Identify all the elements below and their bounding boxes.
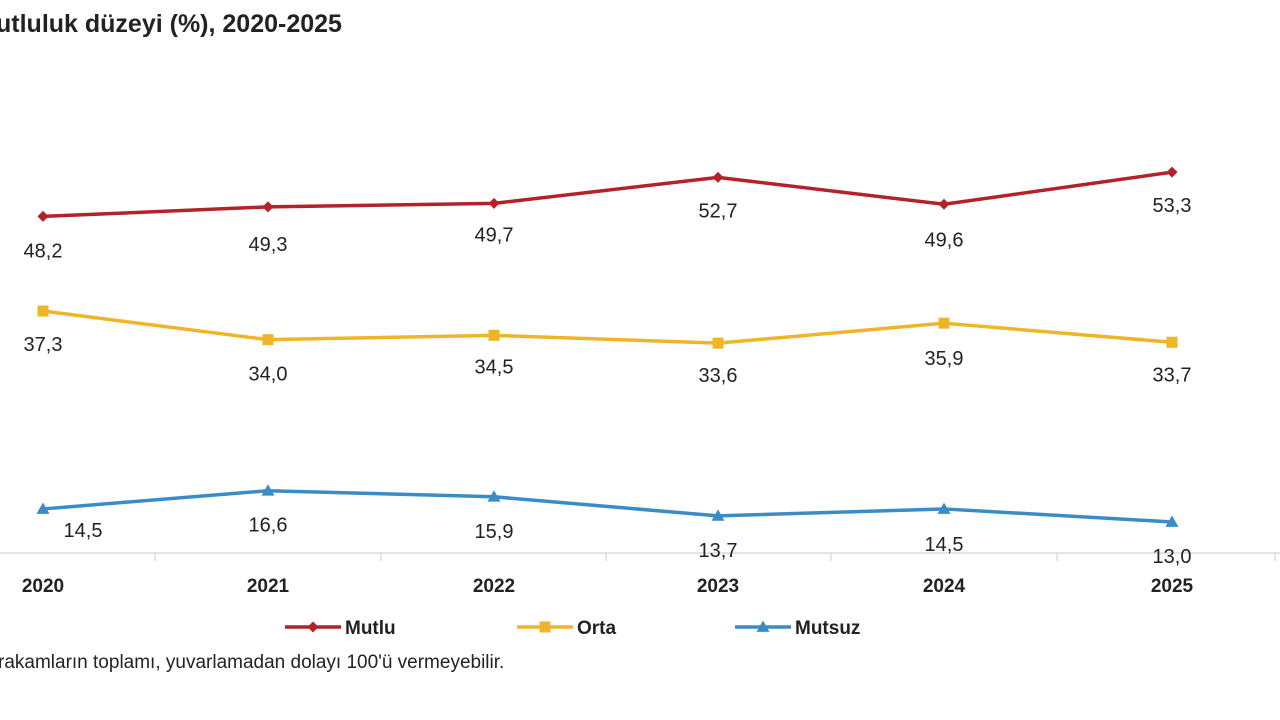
marker-point: [1166, 336, 1178, 348]
legend-label-mutsuz: Mutsuz: [795, 618, 860, 639]
marker-point: [712, 337, 724, 349]
marker-point: [36, 502, 50, 514]
x-tick-label: 2024: [923, 576, 966, 597]
marker-point: [712, 171, 724, 183]
data-label: 53,3: [1153, 195, 1192, 217]
data-label: 13,0: [1153, 546, 1192, 568]
legend-label-mutlu: Mutlu: [345, 618, 396, 639]
data-label: 49,7: [475, 224, 514, 246]
data-label: 34,5: [475, 356, 514, 378]
data-label: 33,6: [699, 365, 738, 387]
marker-point: [1166, 166, 1178, 178]
data-label: 16,6: [249, 515, 288, 537]
data-label: 35,9: [925, 348, 964, 370]
marker-point: [262, 201, 274, 213]
chart-title: utluluk düzeyi (%), 2020-2025: [0, 10, 342, 38]
marker-point: [711, 509, 725, 521]
marker-point: [938, 317, 950, 329]
data-label: 14,5: [64, 520, 103, 542]
marker-point: [487, 490, 501, 502]
marker-point: [37, 305, 49, 317]
marker-point: [937, 502, 951, 514]
marker-point: [488, 329, 500, 341]
x-tick-label: 2022: [473, 576, 515, 597]
footnote: rakamların toplamı, yuvarlamadan dolayı …: [0, 652, 505, 673]
data-label: 13,7: [699, 540, 738, 562]
x-tick-label: 2020: [22, 576, 64, 597]
series-line-mutsuz: [42, 488, 1173, 524]
legend-label-orta: Orta: [577, 618, 617, 639]
data-label: 37,3: [24, 334, 63, 356]
marker-point: [488, 197, 500, 209]
x-tick-label: 2025: [1151, 576, 1194, 597]
x-tick-label: 2023: [697, 576, 739, 597]
data-label: 15,9: [475, 521, 514, 543]
marker-point: [37, 210, 49, 222]
marker-point: [938, 198, 950, 210]
marker-point: [262, 334, 274, 346]
data-label: 48,2: [24, 240, 63, 262]
marker-point: [261, 484, 275, 496]
data-label: 33,7: [1153, 364, 1192, 386]
data-label: 49,6: [925, 229, 964, 251]
data-label: 52,7: [699, 200, 738, 222]
data-label: 34,0: [249, 364, 288, 386]
marker-point: [756, 620, 770, 632]
marker-point: [1165, 515, 1179, 527]
marker-point: [307, 621, 319, 633]
data-label: 14,5: [925, 534, 964, 556]
marker-point: [539, 621, 551, 633]
data-label: 49,3: [249, 234, 288, 256]
series-line-orta: [42, 309, 1173, 345]
x-tick-label: 2021: [247, 576, 290, 597]
series-line-mutlu: [42, 170, 1173, 219]
